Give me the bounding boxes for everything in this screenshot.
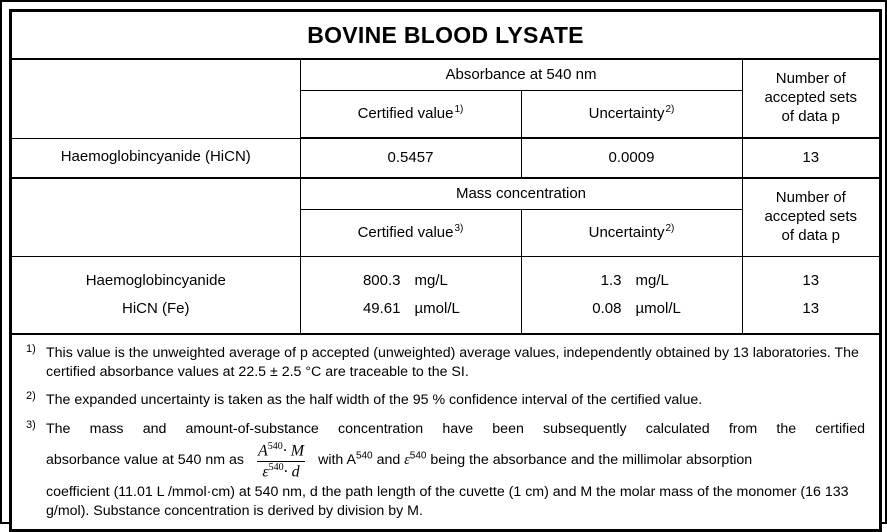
footnote-3-epsilon-symbol: ε — [404, 452, 410, 469]
section2-row1-uncertainty-value: 0.08 — [592, 299, 622, 317]
footnote-3-with-a: with A — [318, 452, 356, 469]
footnote-3: 3) The mass and amount-of-substance conc… — [24, 419, 865, 520]
footnote-3-and: and — [372, 452, 405, 469]
footnote-2: 2) The expanded uncertainty is taken as … — [24, 390, 865, 410]
footnote-1: 1) This value is the unweighted average … — [24, 343, 865, 381]
formula-numerator: A540· M — [253, 440, 309, 461]
absorbance-formula-fraction: A540· M ε540· d — [253, 440, 309, 481]
section2-uncertainty-value-cell: 1.3 mg/L 0.08 µmol/L — [520, 256, 743, 335]
section2-certified-value-header: Certified value3) — [299, 209, 522, 257]
section2-row1-analyte: HiCN (Fe) — [122, 299, 190, 317]
section2-certified-value-cell: 800.3 mg/L 49.61 µmol/L — [299, 256, 522, 335]
footnote-1-text: This value is the unweighted average of … — [46, 345, 859, 380]
section2-row0-count: 13 — [802, 271, 820, 289]
formula-denominator-rest: · d — [283, 463, 300, 481]
page-title: BOVINE BLOOD LYSATE — [307, 21, 584, 48]
formula-numerator-rest: · M — [282, 442, 305, 460]
section1-certified-value-label: Certified value — [357, 104, 454, 122]
section1-count-header-line1: Number of — [775, 70, 846, 88]
section2-certified-value-footnote-marker: 3) — [454, 222, 464, 234]
section2-group-header-row: Mass concentration Number of accepted se… — [12, 177, 879, 257]
section2-row1-count: 13 — [802, 299, 820, 317]
section2-analyte-cell: Haemoglobincyanide HiCN (Fe) — [12, 256, 301, 335]
formula-denominator-symbol: ε — [262, 463, 269, 481]
section1-certified-value-header: Certified value1) — [299, 90, 522, 139]
footnote-3-line2-before: absorbance value at 540 nm as — [46, 452, 244, 469]
footnote-2-marker: 2) — [26, 390, 36, 403]
section2-analyte-corner-cell — [12, 177, 301, 257]
section1-row0-uncertainty-value: 0.0009 — [520, 137, 743, 179]
section2-row1-uncertainty-unit: µmol/L — [635, 299, 681, 317]
footnote-3-epsilon-superscript: 540 — [409, 450, 427, 462]
footnote-3-line2-after: with A540 and ε540 being the absorbance … — [318, 451, 752, 470]
certificate-table-block: BOVINE BLOOD LYSATE Absorbance at 540 nm… — [9, 9, 882, 532]
title-row: BOVINE BLOOD LYSATE — [12, 12, 879, 60]
section2-uncertainty-label: Uncertainty — [588, 223, 665, 241]
section1-uncertainty-label: Uncertainty — [588, 104, 665, 122]
footnote-3-line1: The mass and amount-of-substance concent… — [46, 421, 865, 438]
section1-group-header-row: Absorbance at 540 nm Number of accepted … — [12, 58, 879, 139]
material-title-cell: BOVINE BLOOD LYSATE — [12, 12, 879, 60]
table-row: Haemoglobincyanide HiCN (Fe) 800.3 mg/L — [12, 256, 879, 335]
section2-certified-value-label: Certified value — [357, 223, 454, 241]
section2-row0-uncertainty-value: 1.3 — [600, 271, 622, 289]
section1-uncertainty-footnote-marker: 2) — [665, 103, 675, 115]
section2-row1-certified: 49.61 µmol/L — [301, 295, 521, 323]
section1-count-header-line2: accepted sets — [764, 89, 858, 107]
section2-row0-certified-unit: mg/L — [414, 271, 448, 289]
section2-row1-certified-unit: µmol/L — [414, 299, 460, 317]
footnote-3-line2-trailing: being the absorbance and the millimolar … — [426, 452, 753, 469]
section2-count-header: Number of accepted sets of data p — [741, 177, 879, 257]
section2-group-header: Mass concentration — [299, 177, 743, 210]
section1-sub-header-row: Certified value1) Uncertainty2) — [12, 90, 879, 139]
certified-values-table: BOVINE BLOOD LYSATE Absorbance at 540 nm… — [12, 12, 879, 335]
section2-count-header-line3: of data p — [781, 226, 840, 244]
formula-denominator-superscript: 540 — [268, 462, 284, 474]
section1-uncertainty-header: Uncertainty2) — [520, 90, 743, 139]
section2-row1-certified-value: 49.61 — [362, 299, 401, 317]
section1-row0-certified-value: 0.5457 — [299, 137, 522, 179]
section2-count-cell: 13 13 — [741, 256, 879, 335]
section2-row0-analyte: Haemoglobincyanide — [85, 271, 226, 289]
section2-row0-uncertainty-unit: mg/L — [635, 271, 669, 289]
section2-row0-certified-value: 800.3 — [362, 271, 401, 289]
section2-count-header-line2: accepted sets — [764, 208, 858, 226]
section2-count-header-line1: Number of — [775, 189, 846, 207]
section1-count-header: Number of accepted sets of data p — [741, 58, 879, 139]
section1-group-header: Absorbance at 540 nm — [299, 58, 743, 91]
section1-row0-count: 13 — [741, 137, 879, 179]
formula-numerator-superscript: 540 — [267, 440, 283, 452]
section2-row1-uncertainty: 0.08 µmol/L — [522, 295, 742, 323]
footnote-3-marker: 3) — [26, 419, 36, 432]
footnote-3-a-superscript: 540 — [355, 450, 373, 462]
section1-analyte-corner-cell — [12, 58, 301, 139]
section1-count-header-line3: of data p — [781, 107, 840, 125]
section2-uncertainty-header: Uncertainty2) — [520, 209, 743, 257]
section2-sub-header-row: Certified value3) Uncertainty2) — [12, 209, 879, 257]
footnote-1-marker: 1) — [26, 343, 36, 355]
section2-uncertainty-footnote-marker: 2) — [665, 222, 675, 234]
formula-denominator: ε540· d — [257, 461, 305, 481]
section2-row0-certified: 800.3 mg/L — [301, 267, 521, 295]
section2-row0-uncertainty: 1.3 mg/L — [522, 267, 742, 295]
footnote-3-line3: coefficient (11.01 L /mmol·cm) at 540 nm… — [46, 484, 849, 519]
formula-numerator-symbol: A — [257, 442, 268, 460]
footnote-2-text: The expanded uncertainty is taken as the… — [46, 392, 703, 409]
section1-row0-analyte: Haemoglobincyanide (HiCN) — [12, 137, 301, 179]
section1-certified-value-footnote-marker: 1) — [454, 103, 464, 115]
footnotes-section: 1) This value is the unweighted average … — [12, 335, 879, 529]
footnote-3-line2: absorbance value at 540 nm as A540· M ε5… — [46, 441, 865, 480]
table-row: Haemoglobincyanide (HiCN) 0.5457 0.0009 … — [12, 137, 879, 179]
